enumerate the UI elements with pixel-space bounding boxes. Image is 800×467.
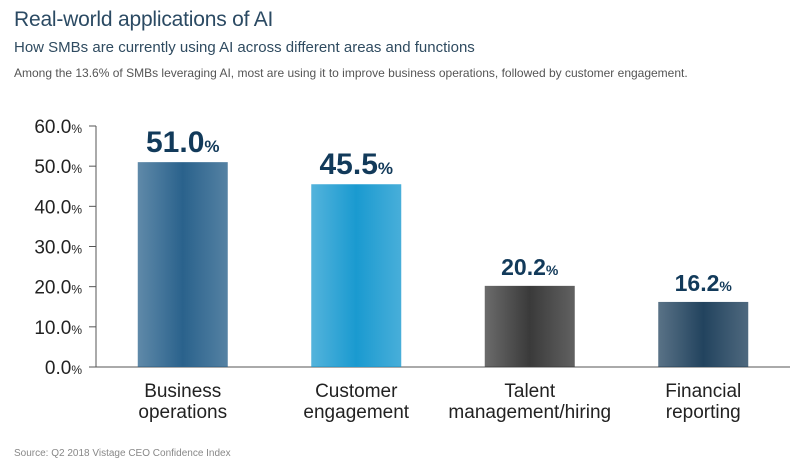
y-tick-label: 50.0% xyxy=(34,157,82,178)
data-label: 51.0% xyxy=(146,126,220,159)
bar xyxy=(484,285,575,367)
chart-subtitle: How SMBs are currently using AI across d… xyxy=(14,39,475,56)
x-category-label: reporting xyxy=(666,402,741,423)
bar xyxy=(137,162,228,367)
x-category-label: Financial xyxy=(665,381,741,402)
x-category-label: Customer xyxy=(315,381,398,402)
data-label: 20.2% xyxy=(501,254,559,280)
y-tick-label: 60.0% xyxy=(34,117,82,138)
source-note: Source: Q2 2018 Vistage CEO Confidence I… xyxy=(14,448,231,459)
data-label: 16.2% xyxy=(675,270,733,296)
y-tick-label: 20.0% xyxy=(34,278,82,299)
x-category-label: management/hiring xyxy=(448,402,611,423)
bar xyxy=(658,301,749,367)
chart-note: Among the 13.6% of SMBs leveraging AI, m… xyxy=(14,66,688,80)
x-category-label: Business xyxy=(144,381,221,402)
x-category-label: Talent xyxy=(504,381,555,402)
bar xyxy=(311,184,402,367)
y-tick-label: 40.0% xyxy=(34,197,82,218)
y-tick-label: 30.0% xyxy=(34,238,82,259)
y-tick-label: 0.0% xyxy=(45,358,82,379)
y-tick-label: 10.0% xyxy=(34,318,82,339)
data-label: 45.5% xyxy=(319,148,393,181)
x-category-label: operations xyxy=(138,402,227,423)
x-category-label: engagement xyxy=(303,402,409,423)
chart-title: Real-world applications of AI xyxy=(14,8,274,31)
